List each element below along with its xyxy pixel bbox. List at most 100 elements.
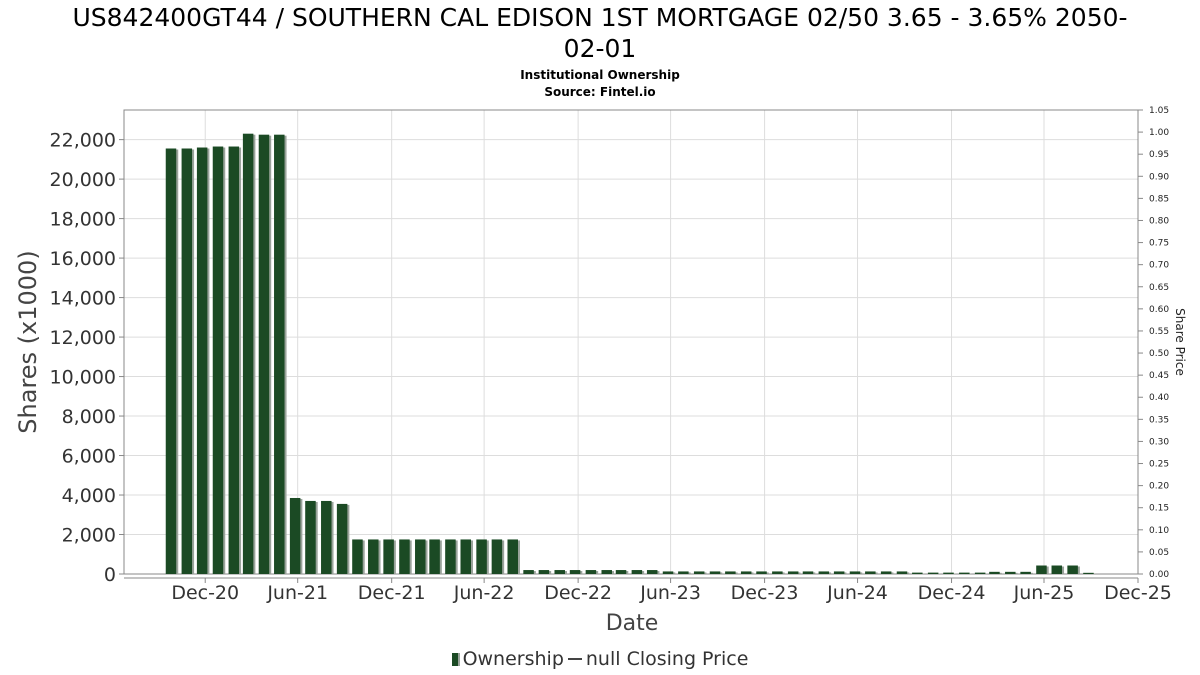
ownership-bar: [833, 571, 845, 574]
ownership-legend-swatch: [451, 653, 460, 666]
ownership-bar: [927, 572, 939, 574]
y-tick-label: 12,000: [50, 327, 116, 349]
chart-title-line1: US842400GT44 / SOUTHERN CAL EDISON 1ST M…: [72, 3, 1128, 32]
ownership-bar: [368, 539, 379, 574]
chart-source: Source: Fintel.io: [544, 85, 656, 99]
x-axis: Dec-20 Jun-21 Dec-21 Jun-22 Dec-22 Jun-23 Dec-…: [124, 577, 1172, 604]
ownership-bar: [709, 571, 721, 574]
x-tick-label: Jun-25: [1013, 582, 1075, 604]
x-tick-label: Jun-24: [826, 582, 888, 604]
y-axis-label: Shares (x1000): [14, 250, 42, 433]
y-tick-label: 10,000: [50, 367, 116, 389]
ownership-bar: [615, 570, 627, 574]
ownership-bar: [1036, 565, 1047, 574]
ownership-legend-label: Ownership: [462, 648, 564, 670]
ownership-bar: [196, 147, 208, 574]
y-tick-label: 4,000: [62, 485, 116, 507]
y-axis-left: 0 2,000 4,000 6,000 8,000 10,000 12,000 14,000 1…: [50, 130, 124, 586]
chart-legend: Ownership null Closing Price: [0, 648, 1200, 670]
ownership-bar: [787, 571, 799, 574]
ownership-bar: [228, 146, 240, 575]
ownership-bar: [491, 539, 503, 574]
price-legend-swatch: [567, 658, 582, 660]
ownership-bar: [959, 572, 970, 574]
y-axis-right: 0.00 0.05 0.10 0.15 0.20 0.25 0.30 0.35 0.40 0.45…: [1138, 106, 1169, 580]
ownership-bar: [943, 572, 954, 574]
x-tick-label: Jun-22: [453, 582, 515, 604]
chart-title-line2: 02-01: [563, 34, 637, 63]
y2-tick-label: 0.60: [1149, 305, 1169, 315]
ownership-bar: [849, 571, 861, 574]
x-tick-label: Jun-23: [639, 582, 701, 604]
ownership-bar: [974, 572, 986, 574]
y2-axis-label: Share Price: [1173, 308, 1187, 376]
y2-tick-label: 0.75: [1149, 239, 1169, 249]
y2-tick-label: 0.20: [1149, 482, 1169, 492]
ownership-bar: [1020, 571, 1031, 574]
y2-tick-label: 0.65: [1149, 283, 1169, 293]
ownership-bar: [678, 571, 689, 574]
ownership-bar: [352, 539, 363, 574]
ownership-bar: [802, 571, 814, 574]
ownership-bar: [554, 570, 565, 574]
ownership-bar: [415, 539, 426, 574]
ownership-bar: [476, 539, 487, 574]
y2-tick-label: 0.25: [1149, 460, 1169, 470]
ownership-bar: [646, 570, 658, 574]
y2-tick-label: 0.70: [1149, 261, 1169, 271]
ownership-bar: [321, 500, 332, 574]
ownership-bar: [693, 571, 705, 574]
ownership-bar: [460, 539, 471, 574]
y2-tick-label: 0.95: [1149, 150, 1169, 160]
x-tick-label: Dec-21: [358, 582, 426, 604]
ownership-bar: [399, 539, 410, 574]
x-tick-label: Dec-24: [918, 582, 986, 604]
ownership-bar: [274, 134, 285, 574]
ownership-bar: [818, 571, 830, 574]
ownership-bar: [538, 570, 550, 574]
ownership-bar: [601, 570, 612, 574]
y-tick-label: 22,000: [50, 130, 116, 152]
y-tick-label: 6,000: [62, 446, 116, 468]
ownership-bar: [1067, 565, 1078, 574]
x-axis-label: Date: [606, 611, 659, 636]
y2-tick-label: 0.05: [1149, 548, 1169, 558]
ownership-bar: [569, 570, 581, 574]
y2-tick-label: 0.45: [1149, 371, 1169, 381]
chart-subtitle: Institutional Ownership: [520, 68, 680, 82]
ownership-bar: [523, 570, 534, 574]
ownership-bar: [865, 571, 876, 574]
ownership-bar: [880, 571, 892, 574]
ownership-bar: [756, 571, 767, 574]
x-tick-label: Dec-20: [171, 582, 239, 604]
ownership-bar: [896, 571, 908, 574]
ownership-bar: [740, 571, 752, 574]
y2-tick-label: 1.00: [1149, 128, 1169, 138]
y2-tick-label: 0.35: [1149, 415, 1169, 425]
ownership-bar: [336, 503, 348, 574]
x-tick-label: Jun-21: [266, 582, 328, 604]
ownership-bar: [912, 572, 923, 574]
ownership-bar: [1051, 565, 1063, 574]
ownership-bar: [445, 539, 456, 574]
ownership-bar: [585, 570, 597, 574]
price-legend-label: null Closing Price: [585, 648, 749, 670]
ownership-bar: [631, 570, 643, 574]
ownership-bar: [181, 148, 193, 574]
y2-tick-label: 1.05: [1149, 106, 1169, 116]
ownership-bar: [429, 539, 440, 574]
ownership-bar: [1005, 571, 1016, 574]
plot-area: [123, 109, 1139, 575]
y-tick-label: 18,000: [50, 209, 116, 231]
x-tick-label: Dec-25: [1104, 582, 1172, 604]
y2-tick-label: 0.10: [1149, 526, 1169, 536]
x-tick-label: Dec-23: [731, 582, 799, 604]
ownership-bar: [989, 571, 1000, 574]
x-tick-label: Dec-22: [544, 582, 612, 604]
ownership-bar: [725, 571, 736, 574]
ownership-bar: [383, 539, 394, 574]
chart-title: US842400GT44 / SOUTHERN CAL EDISON 1ST M…: [0, 2, 1200, 64]
y2-tick-label: 0.55: [1149, 327, 1169, 337]
ownership-bars: [165, 133, 1096, 575]
